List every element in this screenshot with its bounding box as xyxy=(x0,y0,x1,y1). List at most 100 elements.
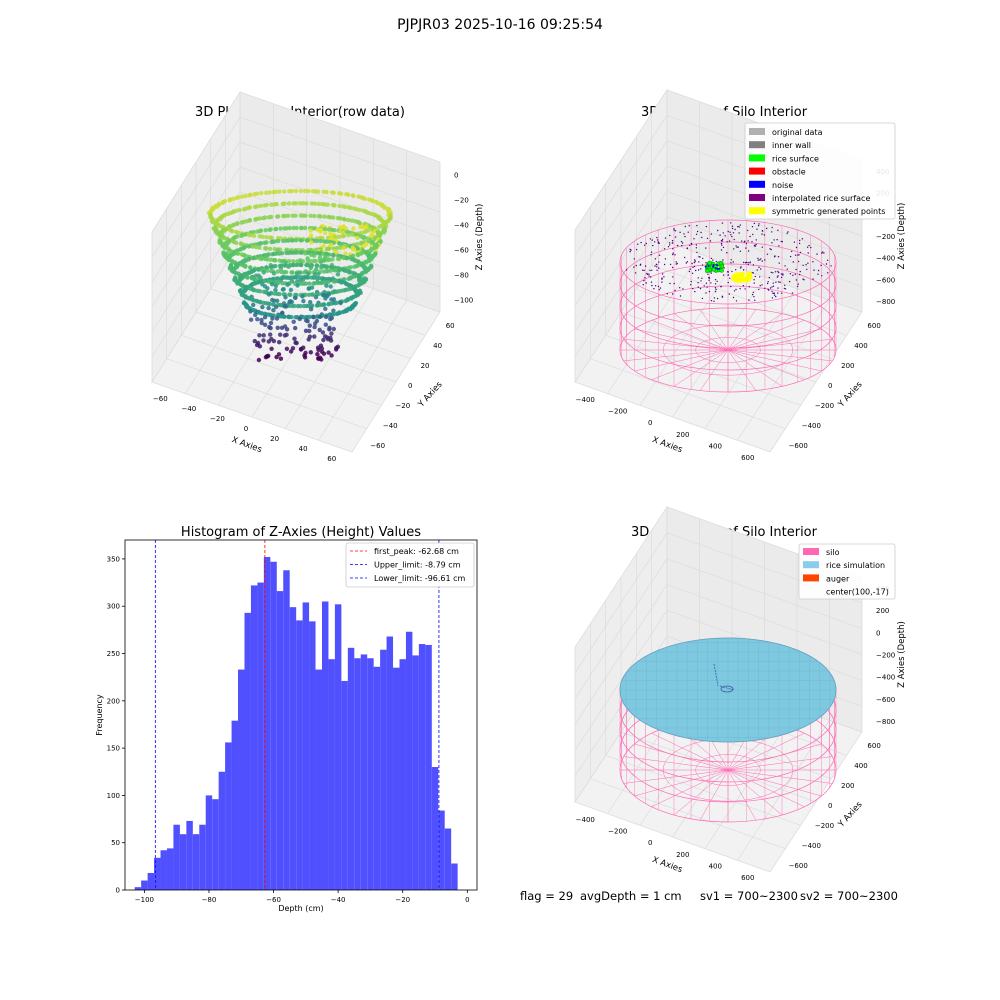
y-axis-label: Y Axies xyxy=(836,379,865,410)
interpolated-surface-point xyxy=(715,260,717,263)
interpolated-surface-point xyxy=(751,226,754,228)
raw-depth-point xyxy=(234,240,239,245)
raw-depth-point xyxy=(308,233,314,238)
raw-depth-point xyxy=(260,234,265,239)
raw-depth-point xyxy=(258,203,263,209)
x-tick-label: −200 xyxy=(608,828,627,836)
interpolated-surface-point xyxy=(773,292,776,294)
legend-label: Lower_limit: -96.61 cm xyxy=(374,574,466,583)
interpolated-surface-point xyxy=(710,272,712,274)
histogram-bar xyxy=(425,645,432,890)
raw-depth-point xyxy=(256,357,262,363)
interpolated-surface-point xyxy=(700,231,702,234)
legend-label: Upper_limit: -8.79 cm xyxy=(374,561,461,570)
interpolated-surface-point xyxy=(683,233,685,235)
raw-depth-point xyxy=(382,205,387,210)
interpolated-surface-point xyxy=(730,285,732,288)
interpolated-surface-point xyxy=(708,277,711,279)
interpolated-surface-point xyxy=(669,263,672,266)
interpolated-surface-point xyxy=(756,228,758,230)
interpolated-surface-point xyxy=(786,268,788,270)
interpolated-surface-point xyxy=(686,247,689,250)
raw-depth-point xyxy=(291,225,296,231)
raw-depth-point xyxy=(343,251,348,256)
rice-surface-point xyxy=(719,268,724,273)
symmetric-point xyxy=(744,278,749,283)
raw-depth-point xyxy=(331,215,336,220)
raw-depth-point xyxy=(251,233,257,238)
interpolated-surface-point xyxy=(735,269,737,271)
interpolated-surface-point xyxy=(744,288,746,290)
histogram-bar xyxy=(321,601,329,890)
auger-shaft xyxy=(719,685,735,691)
raw-depth-point xyxy=(270,316,275,321)
raw-depth-point xyxy=(291,319,296,324)
y-tick-label: 200 xyxy=(841,362,854,370)
z-tick-label: −600 xyxy=(876,696,895,704)
histogram-bar xyxy=(225,742,232,890)
interpolated-surface-point xyxy=(689,244,691,247)
interpolated-surface-point xyxy=(688,270,691,273)
interpolated-surface-point xyxy=(695,233,698,235)
x-tick-label: −20 xyxy=(395,896,410,904)
interpolated-surface-point xyxy=(774,271,777,273)
raw-depth-point xyxy=(325,202,330,207)
y-tick-label: −400 xyxy=(802,842,821,850)
raw-depth-point xyxy=(317,314,323,319)
interpolated-surface-point xyxy=(801,238,804,240)
interpolated-surface-point xyxy=(635,248,638,251)
raw-depth-point xyxy=(359,241,364,246)
interpolated-surface-point xyxy=(735,300,738,302)
interpolated-surface-point xyxy=(633,258,635,260)
interpolated-surface-point xyxy=(722,246,725,249)
z-axis-label: Z Axies (Depth) xyxy=(475,204,485,271)
raw-depth-point xyxy=(252,277,257,282)
raw-depth-point xyxy=(259,191,264,196)
raw-depth-point xyxy=(240,194,245,199)
legend-swatch xyxy=(749,194,765,201)
raw-depth-point xyxy=(339,191,344,196)
y-tick-label: 100 xyxy=(107,792,120,800)
raw-depth-point xyxy=(306,275,311,280)
interpolated-surface-point xyxy=(795,246,798,249)
interpolated-surface-point xyxy=(744,240,746,242)
interpolated-surface-point xyxy=(714,290,717,293)
histogram-axes-frame xyxy=(124,539,478,891)
raw-depth-point xyxy=(222,246,228,251)
raw-depth-point xyxy=(348,205,353,211)
interpolated-surface-point xyxy=(694,290,696,293)
interpolated-surface-point xyxy=(716,280,718,283)
raw-depth-point xyxy=(331,308,336,313)
raw-depth-point xyxy=(316,280,321,286)
raw-depth-point xyxy=(261,215,266,221)
interpolated-surface-point xyxy=(730,262,732,264)
interpolated-surface-point xyxy=(761,246,763,248)
interpolated-surface-point xyxy=(733,248,735,250)
histogram-bar xyxy=(341,680,348,890)
interpolated-surface-point xyxy=(784,284,786,286)
interpolated-surface-point xyxy=(656,239,659,241)
raw-depth-point xyxy=(376,224,382,230)
raw-depth-point xyxy=(285,282,290,287)
simulation-silo-floor-spoke xyxy=(623,769,729,784)
raw-depth-point xyxy=(284,346,290,351)
raw-depth-point xyxy=(267,215,272,220)
interpolated-surface-point xyxy=(715,288,717,291)
interpolated-surface-point xyxy=(693,259,696,261)
interpolated-surface-point xyxy=(664,237,667,239)
interpolated-surface-point xyxy=(795,279,798,281)
interpolated-surface-point xyxy=(796,285,799,288)
interpolated-surface-point xyxy=(761,233,763,235)
interpolated-surface-point xyxy=(650,254,652,256)
legend-swatch xyxy=(803,574,819,582)
histogram-bar xyxy=(380,649,387,890)
interpolated-surface-point xyxy=(714,279,717,281)
histogram-chart: Histogram of Z-Axies (Height) Values −100… xyxy=(95,525,478,913)
interpolated-surface-point xyxy=(710,257,712,260)
interpolated-surface-point xyxy=(799,239,801,242)
interpolated-surface-point xyxy=(772,292,774,294)
raw-depth-point xyxy=(265,257,270,262)
raw-depth-point xyxy=(262,322,268,327)
interpolated-surface-point xyxy=(753,296,755,298)
legend-label: silo xyxy=(826,548,840,557)
